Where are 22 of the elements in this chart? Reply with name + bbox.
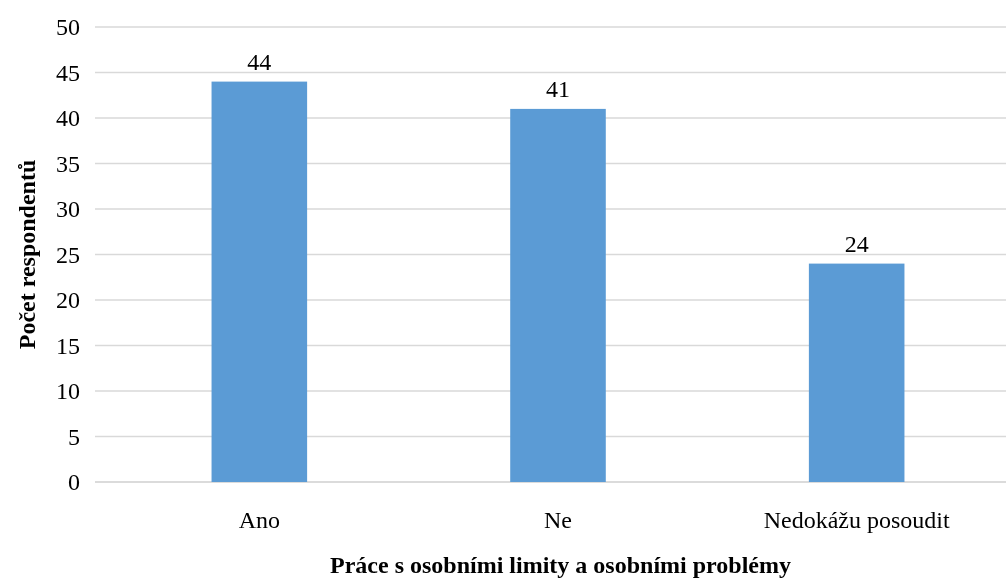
y-tick-label: 45 [56, 59, 80, 86]
y-tick-label: 10 [56, 378, 80, 405]
y-tick-label: 25 [56, 241, 80, 268]
y-tick-label: 30 [56, 196, 80, 223]
y-tick-label: 50 [56, 14, 80, 41]
x-tick-label: Ne [544, 507, 572, 533]
x-tick-label: Nedokážu posoudit [763, 507, 950, 533]
data-label: 44 [247, 48, 272, 75]
y-axis-title: Počet respondentů [14, 159, 40, 350]
y-tick-label: 40 [56, 105, 80, 132]
bar [510, 108, 606, 482]
y-tick-label: 15 [56, 332, 80, 359]
data-label: 24 [844, 230, 869, 257]
x-tick-label: Ano [238, 507, 281, 533]
y-tick-label: 20 [56, 287, 80, 314]
data-label: 41 [546, 75, 570, 102]
bar [211, 81, 308, 482]
x-axis-title: Práce s osobními limity a osobními problémy [330, 552, 791, 578]
y-tick-label: 5 [68, 423, 80, 450]
bar [808, 263, 905, 482]
y-tick-label: 0 [68, 469, 80, 496]
y-tick-label: 35 [56, 150, 80, 177]
